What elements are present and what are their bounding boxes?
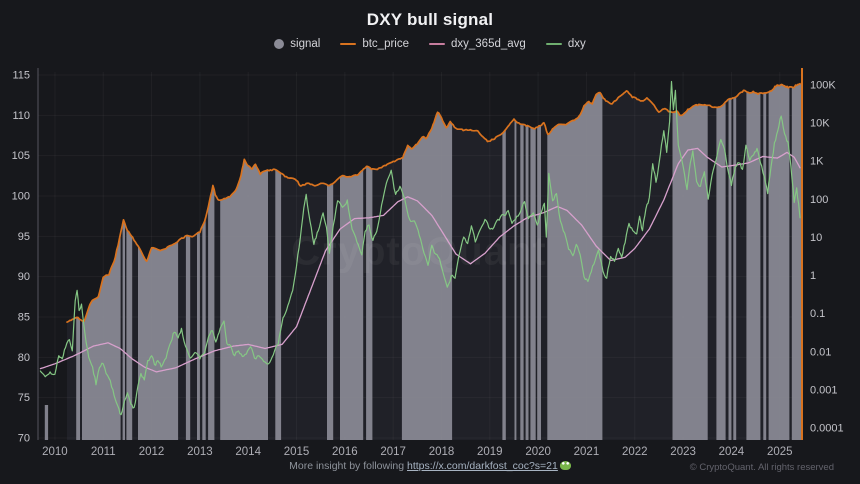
x-axis-year-label: 2019 — [477, 446, 503, 458]
y-right-tick-label: 100K — [810, 80, 836, 92]
signal-band — [126, 228, 133, 440]
signal-band — [340, 169, 364, 440]
signal-band — [733, 96, 737, 440]
y-left-tick-label: 70 — [18, 433, 30, 445]
dxy_365d_avg-legend-marker — [429, 43, 445, 45]
x-axis-year-label: 2011 — [91, 446, 116, 458]
y-right-tick-label: 100 — [810, 194, 828, 206]
footer-link[interactable]: https://x.com/darkfost_coc?s=21 — [407, 460, 558, 472]
chart-title: DXY bull signal — [366, 10, 494, 29]
legend-item-dxy[interactable]: dxy — [545, 38, 586, 50]
y-left-tick-label: 80 — [18, 352, 30, 364]
signal-band — [746, 91, 761, 440]
y-right-tick-label: 0.001 — [810, 384, 838, 396]
x-axis-year-label: 2021 — [574, 446, 600, 458]
x-axis-year-label: 2023 — [670, 446, 696, 458]
signal-bands — [44, 83, 801, 440]
footer-text: More insight by following — [289, 460, 407, 472]
x-axis-year-label: 2013 — [187, 446, 213, 458]
signal-band — [185, 235, 191, 440]
signal-band — [525, 125, 529, 440]
y-right-tick-label: 0.1 — [810, 308, 825, 320]
dxy-legend-marker — [545, 43, 562, 45]
legend-item-btc_price[interactable]: btc_price — [340, 38, 409, 50]
signal-band — [76, 317, 80, 440]
signal-band — [547, 92, 603, 440]
y-left-tick-label: 75 — [18, 392, 30, 404]
y-right-tick-label: 1 — [810, 270, 816, 282]
x-axis-year-label: 2014 — [235, 446, 261, 458]
signal-band — [138, 241, 179, 440]
signal-band — [44, 405, 49, 440]
legend-item-label: dxy_365d_avg — [451, 38, 526, 50]
legend: signal btc_price dxy_365d_avg dxy — [0, 38, 860, 50]
signal-band — [197, 232, 200, 440]
x-axis-year-label: 2015 — [284, 446, 310, 458]
signal-band — [202, 217, 206, 440]
signal-band — [763, 92, 767, 440]
btc_price-line — [66, 82, 801, 323]
x-axis-year-label: 2020 — [525, 446, 551, 458]
y-left-tick-label: 110 — [12, 110, 30, 122]
dxy_365d_avg-line — [39, 147, 801, 373]
signal-band — [220, 160, 268, 440]
x-axis-year-label: 2024 — [719, 446, 745, 458]
frog-emoji — [559, 461, 571, 470]
legend-item-label: btc_price — [362, 38, 409, 50]
y-right-tick-label: 10 — [810, 232, 822, 244]
y-left-tick-label: 105 — [12, 150, 30, 162]
x-axis-year-label: 2010 — [42, 446, 68, 458]
signal-band — [520, 124, 524, 440]
signal-band — [791, 83, 801, 440]
signal-band — [502, 129, 506, 440]
y-right-tick-label: 10K — [810, 118, 830, 130]
btc_price-legend-marker — [340, 43, 357, 45]
signal-band — [530, 127, 536, 440]
y-left-tick-label: 115 — [12, 70, 30, 82]
x-axis-year-label: 2016 — [332, 446, 358, 458]
y-left-tick-label: 100 — [12, 191, 30, 203]
x-axis-year-label: 2022 — [622, 446, 648, 458]
x-axis-year-label: 2018 — [429, 446, 455, 458]
legend-item-label: signal — [290, 38, 321, 50]
signal-band — [537, 125, 541, 440]
signal-band — [275, 169, 282, 440]
signal-legend-marker — [274, 39, 285, 49]
signal-band — [366, 166, 373, 440]
y-right-tick-label: 0.0001 — [810, 422, 844, 434]
signal-band — [327, 183, 334, 440]
y-left-tick-label: 90 — [18, 271, 30, 283]
signal-band — [208, 186, 215, 440]
y-left-tick-label: 95 — [18, 231, 30, 243]
legend-item-dxy_365d_avg[interactable]: dxy_365d_avg — [429, 38, 526, 50]
y-right-tick-label: 1K — [810, 156, 824, 168]
x-axis-year-label: 2017 — [380, 446, 406, 458]
x-axis-year-label: 2025 — [767, 446, 793, 458]
signal-band — [514, 119, 517, 440]
y-left-tick-label: 85 — [18, 312, 30, 324]
x-axis-year-label: 2012 — [139, 446, 165, 458]
signal-band — [716, 101, 726, 440]
copyright-attribution: © CryptoQuant. All rights reserved — [689, 462, 834, 473]
dxy-line — [39, 80, 801, 416]
signal-band — [672, 104, 708, 440]
signal-band — [401, 112, 453, 440]
legend-item-label: dxy — [567, 38, 586, 50]
y-right-tick-label: 0.01 — [810, 346, 831, 358]
signal-band — [122, 220, 125, 440]
signal-band — [728, 98, 732, 440]
signal-band — [768, 84, 790, 440]
legend-item-signal[interactable]: signal — [274, 38, 320, 50]
footer-note: More insight by following https://x.com/… — [0, 460, 860, 472]
signal-band — [82, 232, 121, 440]
